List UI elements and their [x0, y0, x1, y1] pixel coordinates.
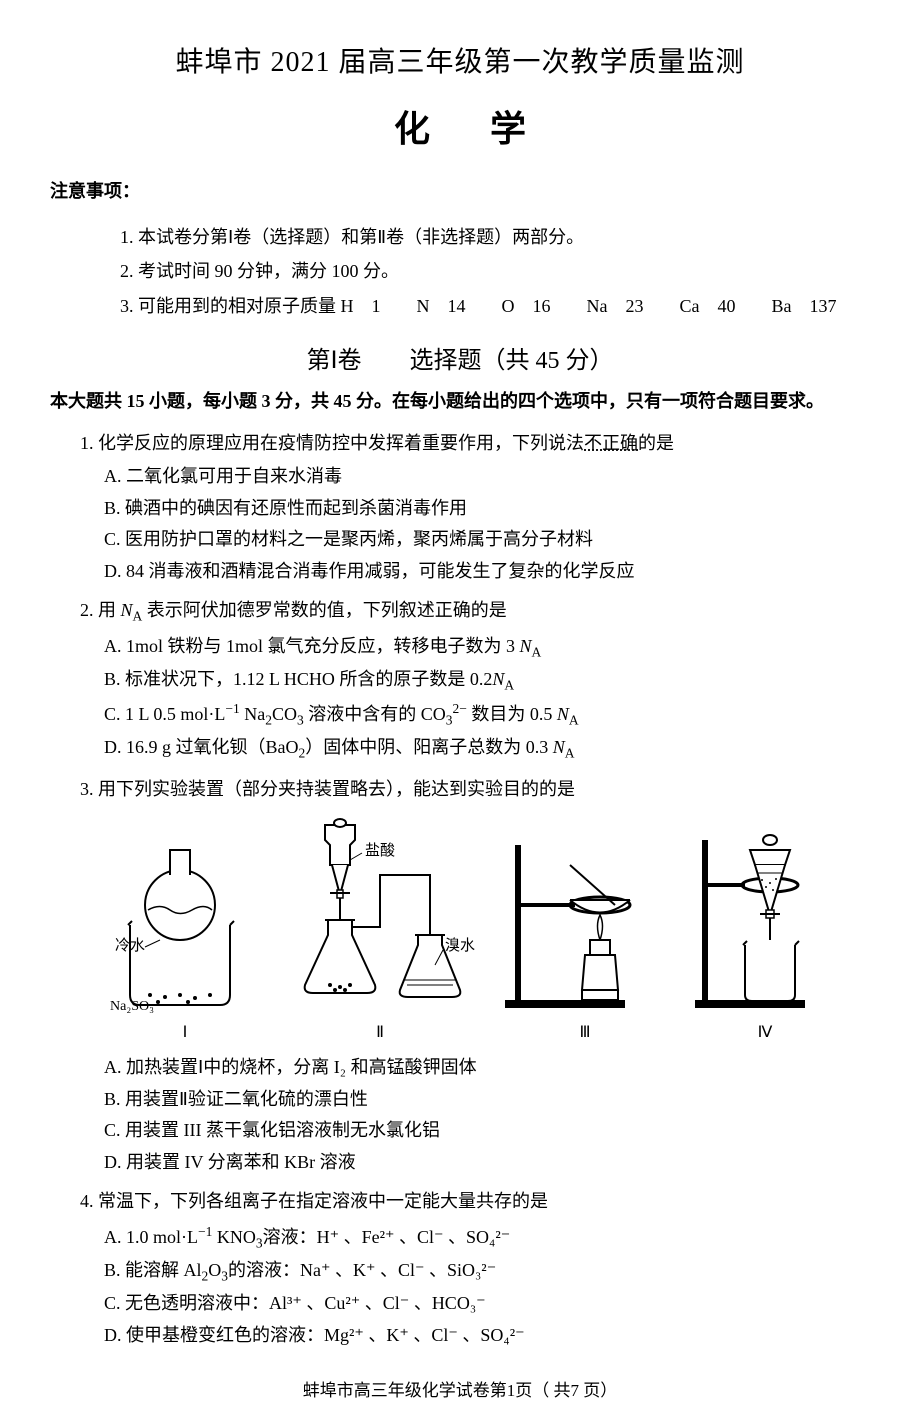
- apparatus-3-icon: [500, 825, 670, 1015]
- diagram-1-label: Ⅰ: [110, 1019, 260, 1047]
- q4-choice-c: C. 无色透明溶液中：Al³⁺ 、Cu²⁺ 、Cl⁻ 、HCO₃⁻: [104, 1288, 870, 1320]
- diagram-4: Ⅳ: [690, 825, 840, 1047]
- q2d-1: D. 16.9 g 过氧化钡（BaO: [104, 737, 299, 757]
- q2d-n: N: [553, 737, 565, 757]
- question-1: 1. 化学反应的原理应用在疫情防控中发挥着重要作用，下列说法不正确的是 A. 二…: [80, 428, 870, 588]
- q3-stem: 3. 用下列实验装置（部分夹持装置略去），能达到实验目的的是: [80, 774, 870, 806]
- q2-stem-pre: 2. 用: [80, 600, 121, 620]
- q2-na-sub: A: [133, 609, 143, 624]
- q2a-n: N: [520, 636, 532, 656]
- q4b-1: B. 能溶解 Al: [104, 1260, 202, 1280]
- diagram-1: 冷水 Na₂SO₃ Ⅰ: [110, 835, 260, 1047]
- q2-stem: 2. 用 NA 表示阿伏加德罗常数的值，下列叙述正确的是: [80, 595, 870, 628]
- q2-choice-b: B. 标准状况下，1.12 L HCHO 所含的原子数是 0.2NA: [104, 664, 870, 697]
- q3-choice-a: A. 加热装置Ⅰ中的烧杯，分离 I₂ 和高锰酸钾固体: [104, 1052, 870, 1084]
- q3-choice-b: B. 用装置Ⅱ验证二氧化硫的漂白性: [104, 1084, 870, 1116]
- q2a-sub: A: [532, 644, 542, 659]
- q4a-3: 溶液：H: [263, 1227, 330, 1247]
- q4-choice-d: D. 使甲基橙变红色的溶液：Mg²⁺ 、K⁺ 、Cl⁻ 、SO₄²⁻: [104, 1320, 870, 1352]
- diagram-2-label: Ⅱ: [280, 1019, 480, 1047]
- question-2: 2. 用 NA 表示阿伏加德罗常数的值，下列叙述正确的是 A. 1mol 铁粉与…: [80, 595, 870, 765]
- q2c-2: Na: [240, 704, 266, 724]
- q2d-na: A: [565, 746, 575, 761]
- q2c-exp1: −1: [225, 701, 239, 716]
- diagram-3-label: Ⅲ: [500, 1019, 670, 1047]
- q4-choice-a: A. 1.0 mol·L−1 KNO3溶液：H⁺ 、Fe²⁺ 、Cl⁻ 、SO₄…: [104, 1220, 870, 1255]
- q1-stem-underline: 不正确: [584, 433, 638, 453]
- q4-stem: 4. 常温下，下列各组离子在指定溶液中一定能大量共存的是: [80, 1186, 870, 1218]
- q2c-1: C. 1 L 0.5 mol·L: [104, 704, 225, 724]
- q4-choice-b: B. 能溶解 Al2O3的溶液：Na⁺ 、K⁺ 、Cl⁻ 、SiO₃²⁻: [104, 1255, 870, 1288]
- q2b-sub: A: [504, 678, 514, 693]
- notice-heading: 注意事项：: [50, 177, 870, 203]
- q2-na-symbol: N: [121, 600, 133, 620]
- page-footer: 蚌埠市高三年级化学试卷第1页（ 共7 页）: [50, 1376, 870, 1401]
- q4a-1: A. 1.0 mol·L: [104, 1227, 198, 1247]
- q2c-3: CO: [272, 704, 297, 724]
- diagram-2: 盐酸 溴水 Ⅱ: [280, 815, 480, 1047]
- q2c-5: 数目为 0.5: [467, 704, 557, 724]
- q2c-sup3: 2−: [452, 701, 466, 716]
- q1-stem-post: 的是: [638, 433, 674, 453]
- q2c-4: 溶液中含有的 CO: [304, 704, 446, 724]
- q2-choice-c: C. 1 L 0.5 mol·L−1 Na2CO3 溶液中含有的 CO32− 数…: [104, 697, 870, 732]
- question-3: 3. 用下列实验装置（部分夹持装置略去），能达到实验目的的是: [80, 774, 870, 1179]
- q1-choice-c: C. 医用防护口罩的材料之一是聚丙烯，聚丙烯属于高分子材料: [104, 524, 870, 556]
- q1-stem-pre: 1. 化学反应的原理应用在疫情防控中发挥着重要作用，下列说法: [80, 433, 584, 453]
- q2c-na: A: [569, 713, 579, 728]
- q2c-n: N: [557, 704, 569, 724]
- q2-stem-post: 表示阿伏加德罗常数的值，下列叙述正确的是: [142, 600, 507, 620]
- q4a-ions: ⁺ 、Fe²⁺ 、Cl⁻ 、SO₄²⁻: [330, 1227, 511, 1247]
- q3-choice-c: C. 用装置 III 蒸干氯化铝溶液制无水氯化铝: [104, 1115, 870, 1147]
- apparatus-1-icon: 冷水 Na₂SO₃: [110, 835, 260, 1015]
- label-lengshui: 冷水: [115, 937, 145, 954]
- apparatus-4-icon: [690, 825, 840, 1015]
- q1-choice-a: A. 二氧化氯可用于自来水消毒: [104, 461, 870, 493]
- q2b-n: N: [492, 669, 504, 689]
- q4a-2: KNO: [212, 1227, 256, 1247]
- diagram-3: Ⅲ: [500, 825, 670, 1047]
- main-title: 蚌埠市 2021 届高三年级第一次教学质量监测: [50, 40, 870, 80]
- instructions-list: 1. 本试卷分第Ⅰ卷（选择题）和第Ⅱ卷（非选择题）两部分。 2. 考试时间 90…: [80, 221, 870, 322]
- part1-header: 第Ⅰ卷 选择题（共 45 分）: [50, 340, 870, 375]
- q4a-s: 3: [256, 1235, 263, 1250]
- diagram-4-label: Ⅳ: [690, 1019, 840, 1047]
- diagram-row: 冷水 Na₂SO₃ Ⅰ: [100, 815, 850, 1047]
- q4b-3: 的溶液：Na⁺ 、K⁺ 、Cl⁻ 、SiO₃²⁻: [228, 1260, 496, 1280]
- q2c-s1: 2: [265, 713, 272, 728]
- instruction-1: 1. 本试卷分第Ⅰ卷（选择题）和第Ⅱ卷（非选择题）两部分。: [120, 221, 870, 253]
- q2-choice-a: A. 1mol 铁粉与 1mol 氯气充分反应，转移电子数为 3 NA: [104, 631, 870, 664]
- apparatus-2-icon: 盐酸 溴水: [280, 815, 480, 1015]
- q2b-pre: B. 标准状况下，1.12 L HCHO 所含的原子数是 0.2: [104, 669, 492, 689]
- subject-title: 化学: [50, 100, 870, 152]
- q1-choice-d: D. 84 消毒液和酒精混合消毒作用减弱，可能发生了复杂的化学反应: [104, 556, 870, 588]
- label-na2so3: Na₂SO₃: [110, 999, 154, 1014]
- q4b-2: O: [208, 1260, 221, 1280]
- question-4: 4. 常温下，下列各组离子在指定溶液中一定能大量共存的是 A. 1.0 mol·…: [80, 1186, 870, 1351]
- label-yansuan: 盐酸: [365, 842, 395, 859]
- q4b-s2: 3: [221, 1268, 228, 1283]
- label-xiushui: 溴水: [445, 937, 475, 954]
- instruction-2: 2. 考试时间 90 分钟，满分 100 分。: [120, 255, 870, 287]
- q2a-pre: A. 1mol 铁粉与 1mol 氯气充分反应，转移电子数为 3: [104, 636, 520, 656]
- instruction-3: 3. 可能用到的相对原子质量 H 1 N 14 O 16 Na 23 Ca 40…: [120, 290, 870, 322]
- q4a-exp: −1: [198, 1224, 212, 1239]
- q1-stem: 1. 化学反应的原理应用在疫情防控中发挥着重要作用，下列说法不正确的是: [80, 428, 870, 460]
- q3-choice-d: D. 用装置 IV 分离苯和 KBr 溶液: [104, 1147, 870, 1179]
- q2c-s2: 3: [297, 713, 304, 728]
- q2d-2: ）固体中阴、阳离子总数为 0.3: [305, 737, 553, 757]
- q1-choice-b: B. 碘酒中的碘因有还原性而起到杀菌消毒作用: [104, 493, 870, 525]
- part1-instruction: 本大题共 15 小题，每小题 3 分，共 45 分。在每小题给出的四个选项中，只…: [50, 387, 870, 416]
- q2-choice-d: D. 16.9 g 过氧化钡（BaO2）固体中阴、阳离子总数为 0.3 NA: [104, 732, 870, 765]
